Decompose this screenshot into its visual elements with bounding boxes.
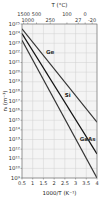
series-label: Si: [65, 92, 71, 98]
grid-line: [22, 72, 97, 73]
x2-tick-label: 27: [75, 17, 81, 23]
y-tick-label: 10¹²: [9, 146, 20, 152]
grid-line: [22, 101, 97, 102]
grid-line: [22, 168, 97, 169]
plot-frame: [22, 24, 97, 178]
y-tick-label: 10¹⁹: [9, 78, 20, 84]
y-tick-label: 10²¹: [9, 59, 20, 65]
y-tick-label: 10¹⁴: [9, 126, 21, 132]
y-tick-label: 10¹⁶: [9, 107, 21, 113]
grid-line: [75, 24, 76, 178]
x2-tick: [50, 23, 51, 25]
series-line: [22, 34, 97, 154]
x2-tick: [85, 23, 86, 25]
series-group: [22, 29, 97, 178]
y-tick: [21, 43, 23, 44]
x2-tick: [78, 23, 79, 25]
x-tick-label: 1: [31, 180, 34, 186]
y-axis-label: nᵢ (m⁻³): [2, 91, 8, 112]
plot-area: [22, 24, 97, 178]
grid-line: [22, 91, 97, 92]
x-tick-label: 3: [74, 180, 77, 186]
y-tick: [21, 178, 23, 179]
x2-tick: [36, 23, 37, 25]
y-tick-label: 10¹⁸: [9, 88, 21, 94]
x2-tick: [92, 23, 93, 25]
y-tick: [21, 91, 23, 92]
grid-line: [22, 149, 97, 150]
x2-tick-label: 500: [32, 11, 42, 17]
grid-line: [32, 24, 33, 178]
x2-tick-label: -20: [88, 17, 96, 23]
y-tick: [21, 149, 23, 150]
x-tick-label: 3.5: [82, 180, 90, 186]
x2-tick-label: 250: [45, 17, 55, 23]
y-tick-label: 10²⁵: [9, 21, 20, 27]
y-tick: [21, 62, 23, 63]
x2-tick: [66, 23, 67, 25]
series-line: [22, 40, 97, 178]
x-axis-label: 1000/T (K⁻¹): [43, 190, 77, 196]
x-tick-label: 0.5: [18, 180, 26, 186]
y-tick-label: 10²³: [9, 40, 20, 46]
y-tick: [21, 101, 23, 102]
y-tick: [21, 81, 23, 82]
x-tick-label: 2.5: [61, 180, 69, 186]
grid-line: [22, 81, 97, 82]
y-tick-label: 10¹³: [9, 136, 20, 142]
grid-line: [22, 129, 97, 130]
x2-tick-label: 100: [62, 11, 72, 17]
y-tick-label: 10¹⁰: [9, 165, 21, 171]
y-tick: [21, 33, 23, 34]
series-label: GaAs: [80, 136, 96, 142]
title: T (°C): [51, 2, 68, 8]
y-tick: [21, 139, 23, 140]
x2-tick-label: 1000: [21, 17, 34, 23]
grid-line: [86, 24, 87, 178]
chart: GeSiGaAs10⁹10¹⁰10¹¹10¹²10¹³10¹⁴10¹⁵10¹⁶1…: [0, 0, 100, 199]
x-tick-label: 4: [95, 180, 98, 186]
grid-line: [22, 120, 97, 121]
y-tick-label: 10¹¹: [9, 155, 20, 161]
y-tick: [21, 158, 23, 159]
y-tick: [21, 72, 23, 73]
x-tick-label: 1.5: [39, 180, 47, 186]
x2-tick: [27, 23, 28, 25]
y-tick: [21, 129, 23, 130]
y-tick: [21, 110, 23, 111]
x-tick-label: 2: [53, 180, 56, 186]
grid-line: [22, 33, 97, 34]
x2-tick: [23, 23, 24, 25]
y-tick-label: 10²²: [9, 49, 20, 55]
y-tick-label: 10²⁴: [9, 30, 21, 36]
y-tick-label: 10¹⁵: [9, 117, 20, 123]
x2-tick-label: 0: [84, 11, 87, 17]
grid-line: [43, 24, 44, 178]
y-tick: [21, 168, 23, 169]
y-tick-label: 10²⁰: [9, 69, 21, 75]
y-tick: [21, 52, 23, 53]
series-label: Ge: [46, 49, 55, 55]
y-tick: [21, 120, 23, 121]
y-tick-label: 10¹⁷: [9, 98, 20, 104]
y-tick: [21, 24, 23, 25]
